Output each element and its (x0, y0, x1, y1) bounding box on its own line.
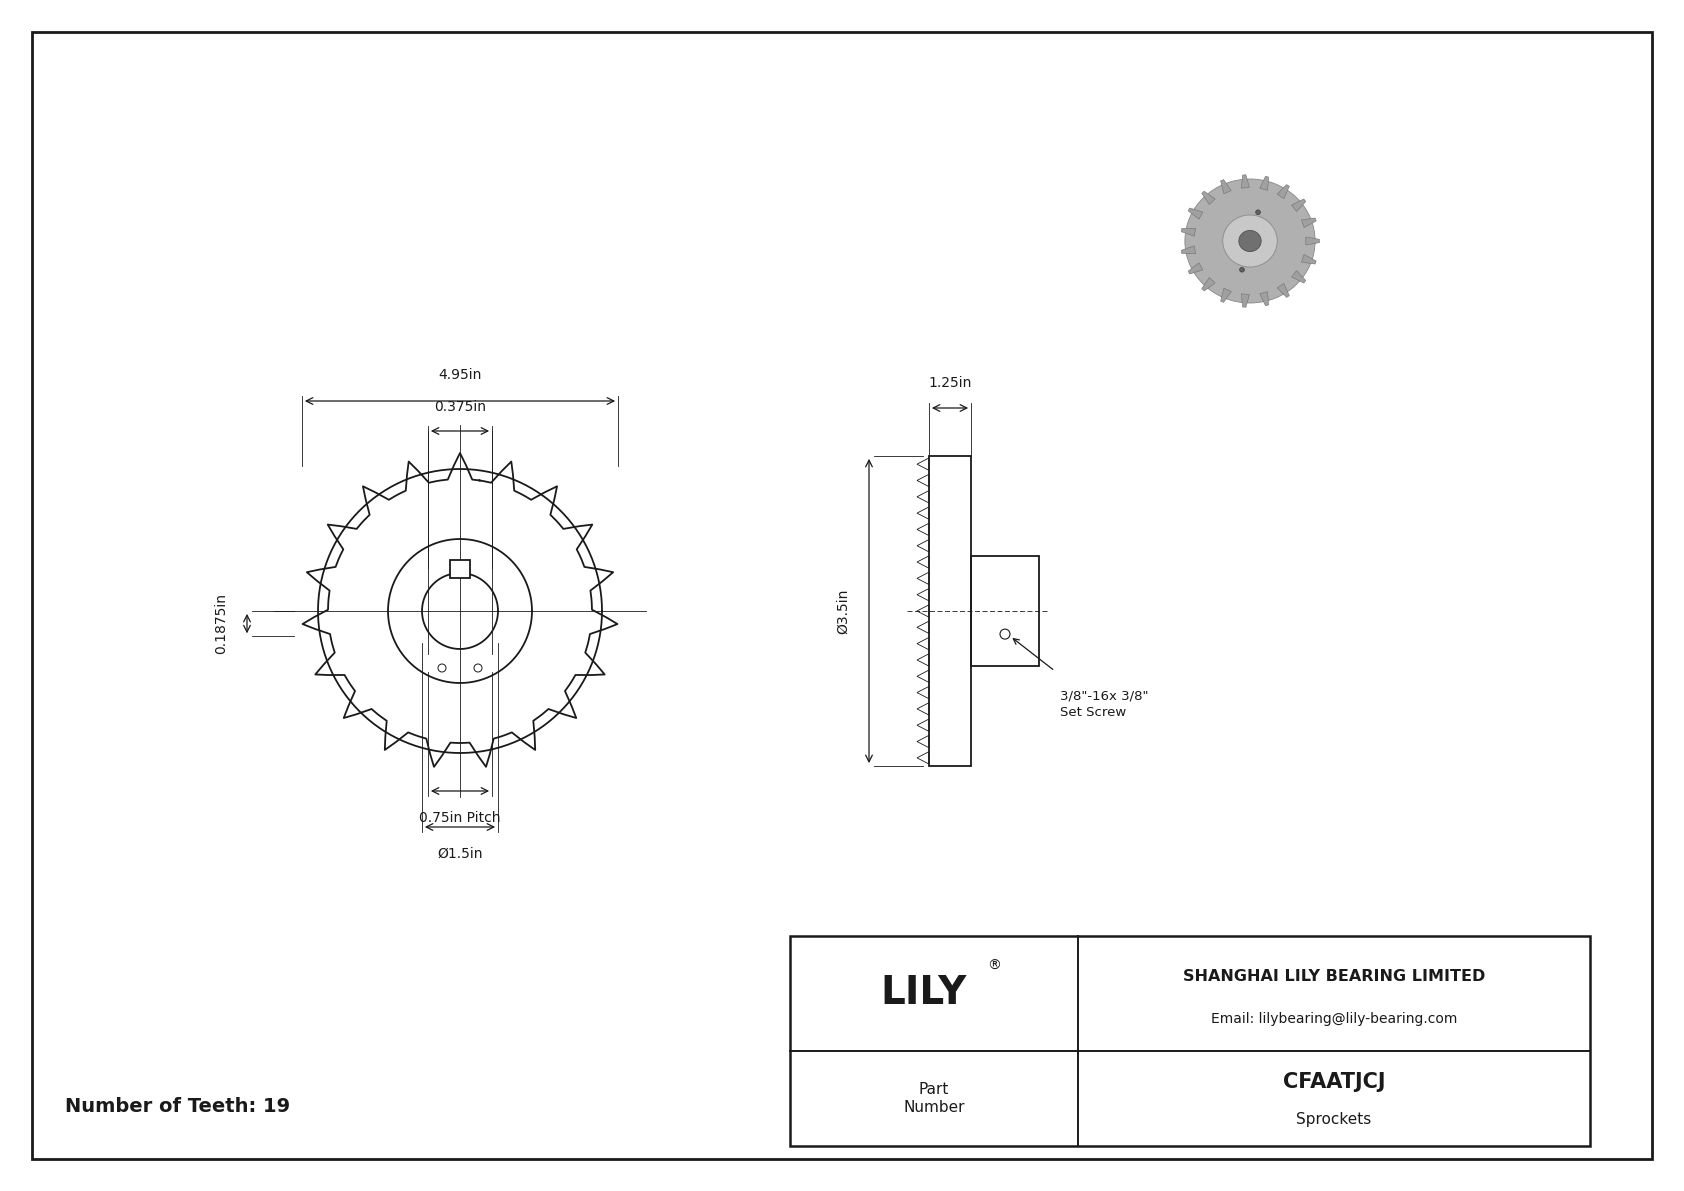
Polygon shape (1276, 185, 1290, 199)
Polygon shape (1180, 229, 1196, 236)
Ellipse shape (1239, 231, 1261, 251)
Text: 3/8"-16x 3/8"
Set Screw: 3/8"-16x 3/8" Set Screw (1059, 690, 1148, 719)
Ellipse shape (1186, 179, 1315, 303)
Polygon shape (1302, 255, 1317, 264)
Text: CFAATJCJ: CFAATJCJ (1283, 1072, 1386, 1092)
Text: 1.25in: 1.25in (928, 376, 972, 389)
Circle shape (1256, 210, 1260, 214)
Bar (930, 456, 972, 766)
Polygon shape (1276, 283, 1290, 298)
Polygon shape (1292, 199, 1305, 212)
Circle shape (473, 665, 482, 672)
Polygon shape (1180, 245, 1196, 254)
Text: Email: lilybearing@lily-bearing.com: Email: lilybearing@lily-bearing.com (1211, 1012, 1457, 1025)
Text: Sprockets: Sprockets (1297, 1112, 1372, 1127)
Text: Ø1.5in: Ø1.5in (438, 847, 483, 861)
Polygon shape (1302, 218, 1317, 227)
Polygon shape (1241, 294, 1250, 307)
Text: 0.1875in: 0.1875in (214, 593, 227, 654)
Polygon shape (1189, 263, 1202, 274)
Ellipse shape (1223, 214, 1276, 267)
Bar (450, 561, 470, 578)
Polygon shape (1260, 176, 1268, 191)
Text: SHANGHAI LILY BEARING LIMITED: SHANGHAI LILY BEARING LIMITED (1182, 968, 1485, 984)
Polygon shape (1305, 237, 1320, 245)
Text: 4.95in: 4.95in (438, 368, 482, 382)
Circle shape (438, 665, 446, 672)
Polygon shape (1221, 180, 1231, 194)
Text: 0.75in Pitch: 0.75in Pitch (419, 811, 500, 825)
Bar (1258, 218, 1268, 264)
Polygon shape (1260, 292, 1268, 306)
Bar (790, 936, 1590, 1146)
Text: LILY: LILY (881, 974, 967, 1012)
Polygon shape (1202, 278, 1216, 291)
Polygon shape (1292, 270, 1305, 283)
Text: Ø3.5in: Ø3.5in (835, 588, 850, 634)
Text: 0.375in: 0.375in (434, 400, 487, 414)
Polygon shape (1202, 191, 1216, 205)
Text: Part
Number: Part Number (903, 1083, 965, 1115)
Bar (972, 556, 1039, 666)
Text: ®: ® (987, 959, 1000, 973)
Polygon shape (1221, 288, 1231, 303)
Polygon shape (1189, 208, 1202, 219)
Polygon shape (1241, 175, 1250, 188)
Text: Number of Teeth: 19: Number of Teeth: 19 (66, 1097, 290, 1116)
Circle shape (1239, 268, 1244, 272)
